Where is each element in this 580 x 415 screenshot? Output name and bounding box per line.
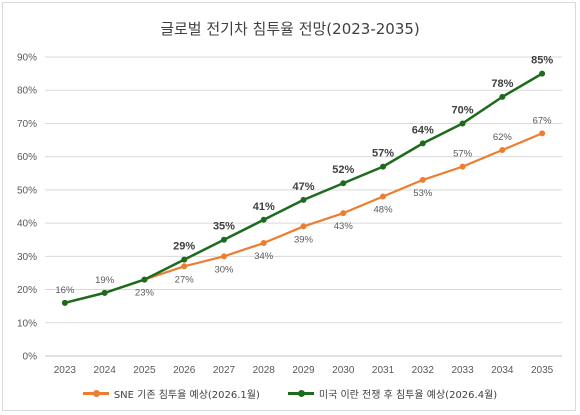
point-green [61, 299, 68, 306]
point-green [380, 163, 387, 170]
data-label-green: 16% [55, 285, 75, 296]
point-green [181, 256, 188, 263]
point-orange [539, 130, 546, 137]
x-tick-label: 2024 [94, 365, 117, 376]
data-label-orange: 27% [175, 274, 195, 285]
point-orange [181, 263, 188, 270]
point-green [260, 216, 267, 223]
y-tick-label: 30% [17, 252, 37, 263]
legend: SNE 기존 침투율 예상(2026.1월) 미국 이란 전쟁 후 침투율 예상… [0, 386, 580, 401]
y-tick-label: 10% [17, 318, 37, 329]
x-tick-label: 2032 [412, 365, 435, 376]
point-green [539, 70, 546, 77]
x-tick-label: 2026 [173, 365, 196, 376]
legend-item-orange: SNE 기존 침투율 예상(2026.1월) [82, 386, 260, 401]
point-orange [499, 147, 506, 154]
point-green [499, 93, 506, 100]
data-label-orange: 48% [374, 205, 394, 216]
x-tick-label: 2028 [253, 365, 276, 376]
data-label-orange: 67% [533, 115, 553, 126]
legend-item-green: 미국 이란 전쟁 후 침투율 예상(2026.4월) [287, 386, 498, 401]
point-orange [300, 223, 307, 230]
point-orange [340, 210, 347, 217]
y-tick-label: 20% [17, 285, 37, 296]
x-tick-label: 2033 [451, 365, 474, 376]
y-tick-label: 40% [17, 219, 37, 230]
x-tick-label: 2031 [372, 365, 395, 376]
y-tick-label: 70% [17, 119, 37, 130]
data-label-green: 52% [332, 164, 354, 176]
data-label-green: 41% [253, 201, 275, 213]
x-tick-label: 2027 [213, 365, 236, 376]
data-label-green: 19% [95, 275, 115, 286]
legend-swatch-green [287, 390, 314, 397]
point-green [220, 236, 227, 243]
point-green [340, 180, 347, 187]
y-tick-label: 90% [17, 53, 37, 64]
x-tick-label: 2030 [332, 365, 355, 376]
data-label-orange: 43% [334, 221, 354, 232]
y-tick-label: 0% [23, 352, 38, 363]
point-orange [380, 193, 387, 200]
x-tick-label: 2023 [54, 365, 77, 376]
y-tick-label: 60% [17, 152, 37, 163]
legend-label-green: 미국 이란 전쟁 후 침투율 예상(2026.4월) [318, 390, 498, 401]
data-label-green: 35% [213, 221, 235, 233]
point-orange [260, 240, 267, 247]
data-label-orange: 53% [413, 188, 433, 199]
data-label-green: 78% [491, 78, 513, 90]
point-green [419, 140, 426, 147]
data-label-green: 85% [531, 55, 553, 67]
data-label-orange: 39% [294, 234, 314, 245]
point-green [300, 196, 307, 203]
y-tick-label: 80% [17, 86, 37, 97]
data-label-green: 29% [173, 241, 195, 253]
data-label-orange: 30% [214, 264, 234, 275]
point-green [459, 120, 466, 127]
legend-swatch-orange [82, 390, 109, 397]
data-label-green: 64% [412, 124, 434, 136]
y-tick-label: 50% [17, 185, 37, 196]
x-tick-label: 2035 [531, 365, 554, 376]
point-orange [220, 253, 227, 260]
data-label-green: 47% [292, 181, 314, 193]
chart-title: 글로벌 전기차 침투율 전망(2023-2035) [160, 20, 420, 38]
data-label-green: 70% [452, 104, 474, 116]
legend-label-orange: SNE 기존 침투율 예상(2026.1월) [113, 390, 260, 401]
x-tick-label: 2029 [292, 365, 315, 376]
point-green [101, 289, 108, 296]
x-tick-label: 2034 [491, 365, 514, 376]
data-label-green: 57% [372, 148, 394, 160]
data-label-orange: 62% [493, 132, 513, 143]
data-label-orange: 34% [254, 251, 274, 262]
point-orange [459, 163, 466, 170]
data-label-orange: 23% [135, 288, 155, 299]
point-green [141, 276, 148, 283]
x-tick-label: 2025 [133, 365, 156, 376]
data-label-orange: 57% [453, 149, 473, 160]
point-orange [419, 176, 426, 183]
